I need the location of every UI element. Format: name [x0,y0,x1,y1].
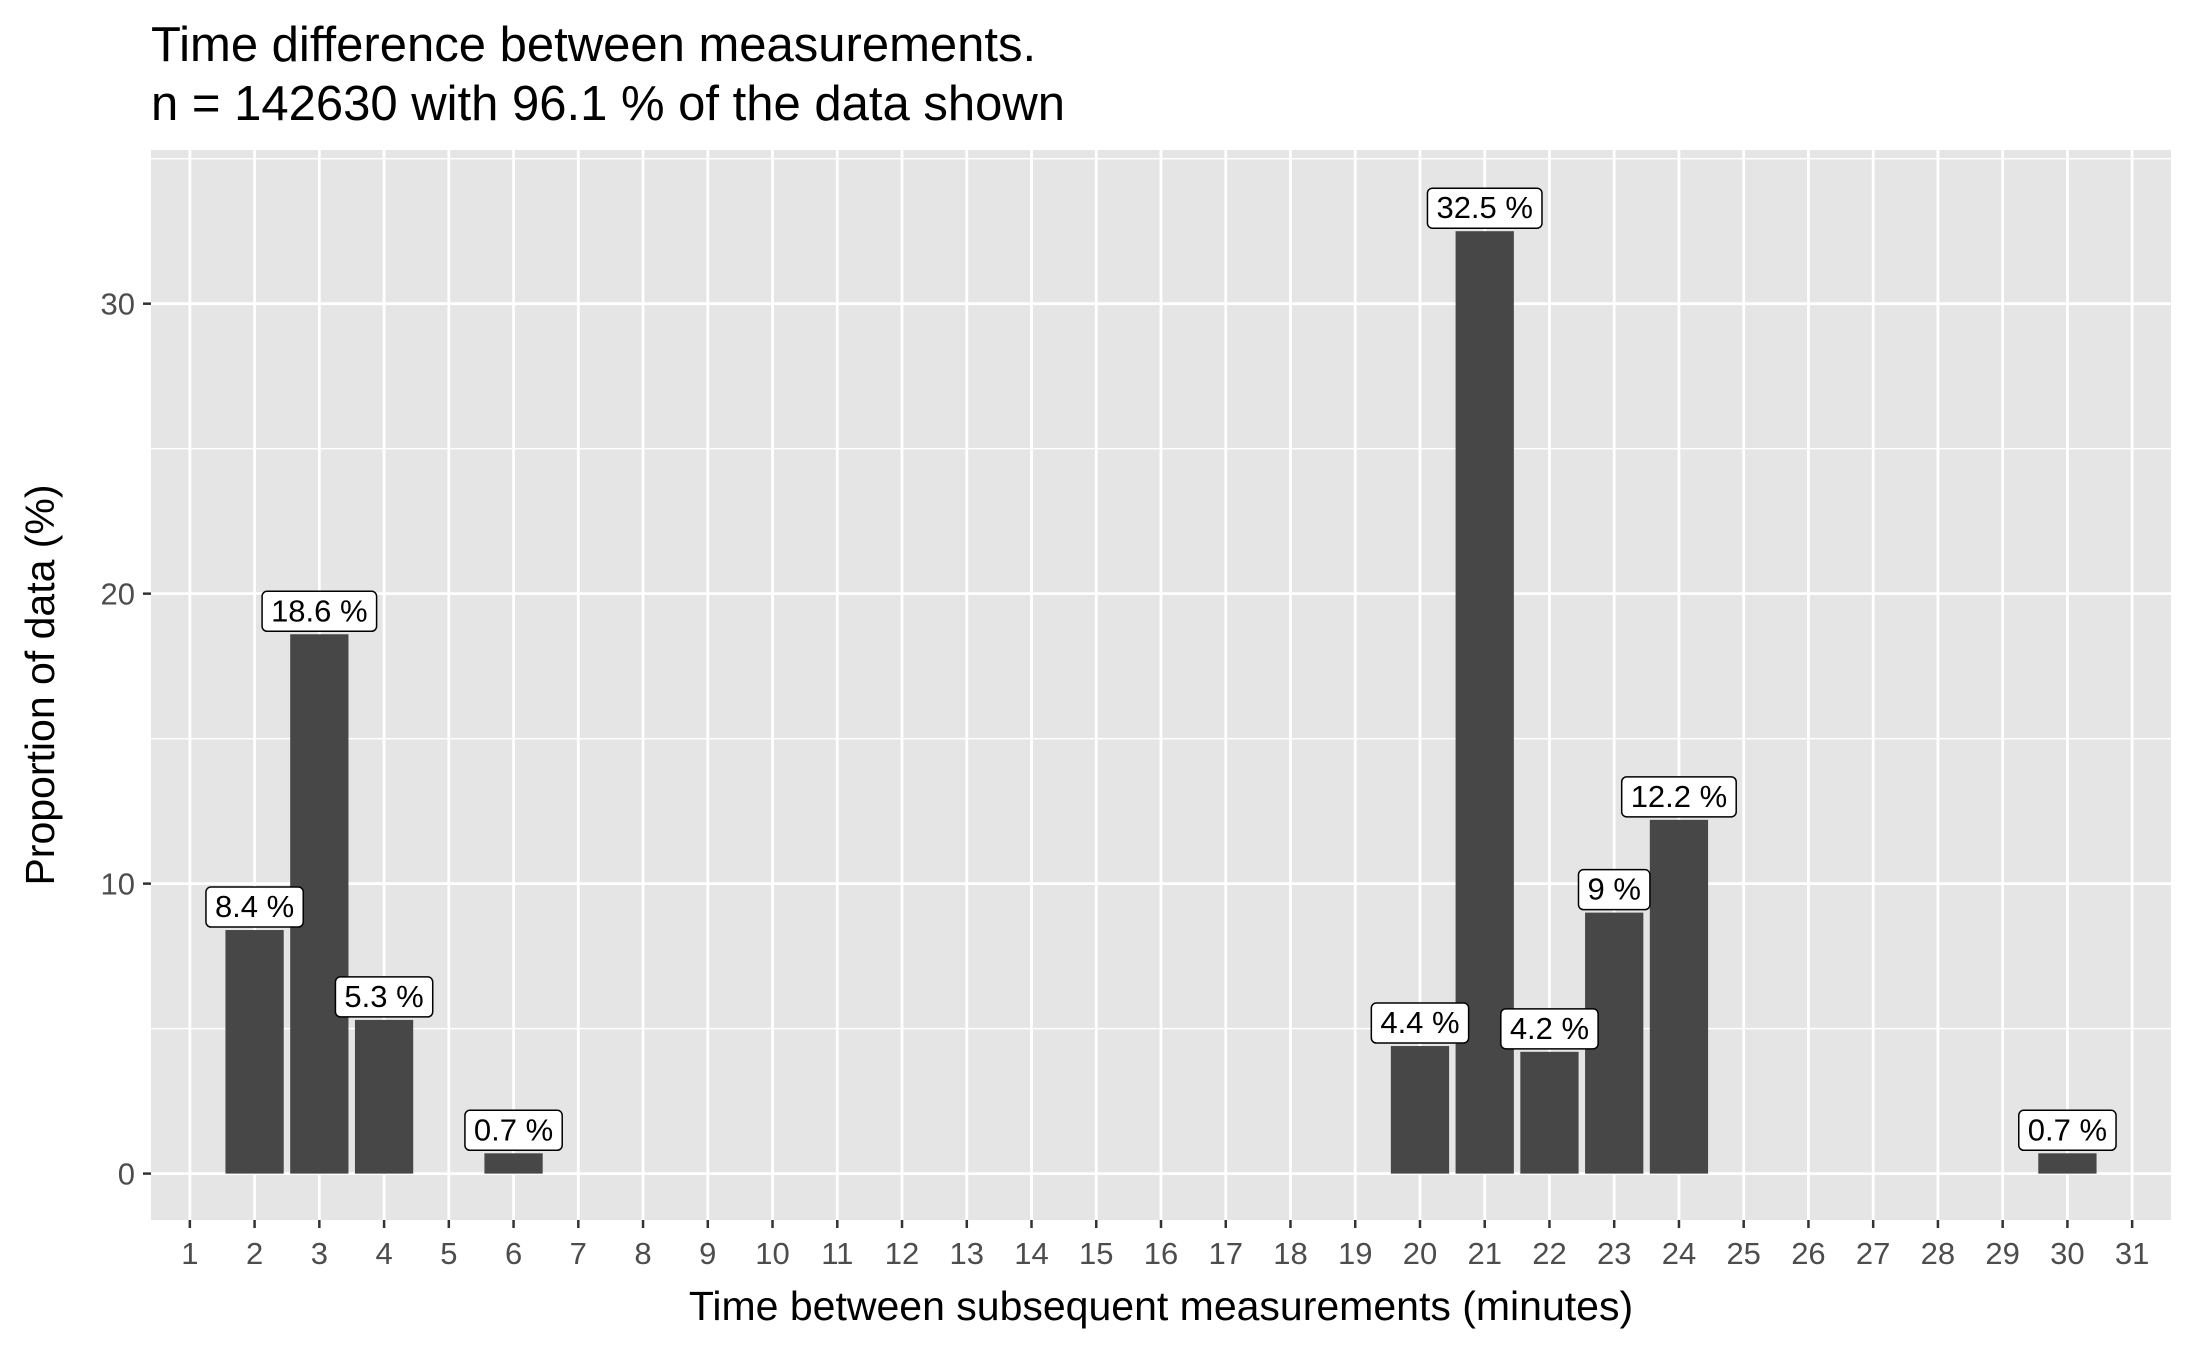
x-tick-label: 29 [1985,1236,2019,1271]
data-label-text: 5.3 % [344,979,423,1014]
data-label-20: 4.4 % [1370,1002,1470,1044]
x-axis-title: Time between subsequent measurements (mi… [689,1283,1633,1329]
x-tick-label: 31 [2115,1236,2149,1271]
x-axis: 1 2 3 4 5 6 7 8 9 10 11 12 13 14 15 16 17 18 19 20 21 22 23 24 2… [181,1220,2149,1271]
data-label-22: 4.2 % [1500,1008,1599,1050]
x-tick-label: 18 [1273,1236,1307,1271]
data-label-21: 32.5 % [1426,187,1543,229]
data-label-box [1370,1002,1470,1044]
x-tick-label: 20 [1403,1236,1437,1271]
x-tick-label: 30 [2050,1236,2084,1271]
y-axis-title: Proportion of data (%) [17,484,63,885]
data-label-box [1577,868,1651,911]
data-label-box [205,886,304,928]
bar-2 [225,930,284,1174]
x-tick-label: 22 [1532,1236,1566,1271]
data-label-24: 12.2 % [1620,776,1737,818]
data-label-4: 5.3 % [334,976,434,1018]
x-tick-label: 3 [311,1236,328,1271]
data-label-text: 9 % [1587,872,1640,907]
data-label-text: 18.6 % [271,593,368,628]
x-tick-label: 7 [570,1236,587,1271]
data-label-box [334,976,434,1018]
x-tick-label: 26 [1791,1236,1825,1271]
bar-6 [484,1153,543,1174]
x-tick-label: 16 [1144,1236,1178,1271]
data-label-box [261,590,378,633]
bar-24 [1649,819,1709,1174]
data-label-box [2018,1109,2117,1152]
x-tick-label: 9 [699,1236,716,1271]
x-tick-label: 28 [1921,1236,1955,1271]
x-tick-label: 6 [505,1236,522,1271]
x-tick-label: 5 [440,1236,457,1271]
data-label-23: 9 % [1577,868,1651,911]
data-label-box [1620,776,1737,818]
data-label-3: 18.6 % [261,590,378,633]
data-label-2: 8.4 % [205,886,304,928]
x-tick-label: 4 [375,1236,392,1271]
data-label-text: 0.7 % [474,1112,553,1147]
data-label-text: 4.2 % [1510,1011,1589,1046]
data-label-text: 4.4 % [1380,1005,1459,1040]
data-label-text: 8.4 % [215,889,294,924]
x-tick-label: 15 [1079,1236,1113,1271]
chart-title: Time difference between measurements. [151,18,1036,72]
y-tick-label: 20 [101,577,135,612]
x-tick-label: 14 [1014,1236,1048,1271]
x-tick-label: 27 [1856,1236,1890,1271]
bar-30 [2038,1153,2097,1174]
data-label-box [1500,1008,1599,1050]
data-label-text: 12.2 % [1631,779,1728,814]
x-tick-label: 13 [950,1236,984,1271]
data-labels: 8.4 % 18.6 % 5.3 % 0.7 % 4.4 % 32.5 % 4.2 % 9 %… [205,187,2117,1152]
y-tick-label: 0 [118,1157,135,1192]
y-tick-label: 10 [101,867,135,902]
x-tick-label: 12 [885,1236,919,1271]
bar-22 [1520,1051,1579,1174]
x-tick-label: 1 [181,1236,198,1271]
x-tick-label: 23 [1597,1236,1631,1271]
x-tick-label: 10 [755,1236,789,1271]
x-tick-label: 2 [246,1236,263,1271]
x-tick-label: 24 [1662,1236,1696,1271]
data-label-30: 0.7 % [2018,1109,2117,1152]
chart-subtitle: n = 142630 with 96.1 % of the data shown [151,77,1065,131]
x-tick-label: 17 [1209,1236,1243,1271]
x-tick-label: 11 [821,1236,853,1271]
x-tick-label: 19 [1338,1236,1372,1271]
x-tick-label: 21 [1467,1236,1501,1271]
y-tick-label: 30 [101,287,135,322]
bar-4 [354,1019,414,1174]
x-tick-label: 8 [634,1236,651,1271]
data-label-text: 32.5 % [1436,190,1533,225]
x-tick-label: 25 [1726,1236,1760,1271]
data-label-box [1426,187,1543,229]
data-label-6: 0.7 % [464,1109,563,1152]
bar-20 [1390,1046,1450,1174]
data-label-box [464,1109,563,1152]
y-axis: 0 10 20 30 [101,287,151,1192]
data-label-text: 0.7 % [2028,1112,2107,1147]
